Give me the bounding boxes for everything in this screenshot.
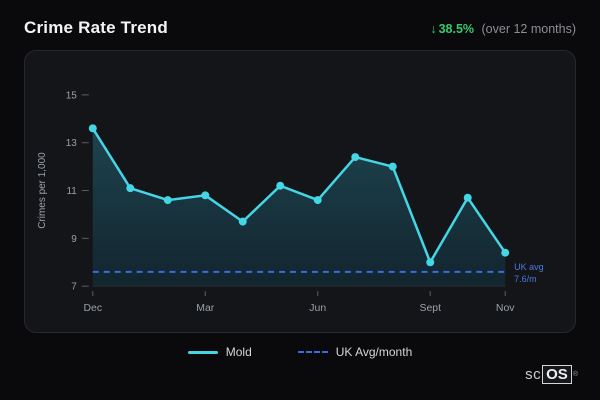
y-tick-label: 7 [71,282,77,293]
logo-os-box: OS [542,365,572,384]
page-title: Crime Rate Trend [24,18,168,37]
data-point[interactable] [163,196,172,205]
data-point[interactable] [426,258,435,267]
uk-avg-annotation-line2: 7.6/m [514,274,536,284]
trend-down-arrow: ↓ [430,22,437,36]
legend-label-uk-avg: UK Avg/month [335,345,413,360]
x-tick-label: Jun [309,303,326,314]
data-point[interactable] [351,153,360,162]
y-tick-label: 13 [66,138,78,149]
area-fill [92,128,506,287]
mold-series-line [91,127,507,264]
y-tick-label: 11 [66,186,77,197]
y-tick-label: 9 [71,234,77,245]
y-axis-label: Crimes per 1,000 [37,152,48,229]
legend-item-uk-avg[interactable]: UK Avg/month [297,345,413,360]
x-tick-label: Sept [419,303,441,314]
data-point[interactable] [463,193,472,202]
crime-trend-chart: 7 9 11 13 15 Dec Mar Jun Sept Nov Crimes per 1,000… [37,90,544,314]
data-point[interactable] [201,191,210,200]
panel-header: Crime Rate Trend ↓ 38.5% (over 12 months) [24,18,576,38]
trend-stat: ↓ 38.5% (over 12 months) [430,22,576,36]
logo-prefix: sc [525,366,542,383]
chart-card: 7 9 11 13 15 Dec Mar Jun Sept Nov Crimes per 1,000… [24,50,576,334]
legend-label-mold: Mold [225,345,252,360]
data-point[interactable] [313,196,322,205]
data-point[interactable] [126,184,135,193]
data-point[interactable] [238,217,247,226]
trend-value: 38.5% [438,22,475,36]
x-tick-label: Nov [496,303,515,314]
scos-logo: sc OS ® [525,365,578,384]
uk-avg-annotation-line1: UK avg [514,262,543,272]
registered-mark: ® [572,371,578,378]
legend-item-mold[interactable]: Mold [187,345,252,360]
data-point[interactable] [388,162,397,171]
chart-legend: Mold UK Avg/month [24,345,576,359]
x-tick-label: Dec [83,303,102,314]
uk-avg-dashed-swatch [297,351,328,354]
data-point[interactable] [88,124,97,133]
y-tick-label: 15 [66,90,78,101]
data-point[interactable] [276,181,285,190]
x-tick-label: Mar [196,303,215,314]
data-point[interactable] [501,248,510,257]
trend-caption: (over 12 months) [481,22,576,36]
mold-line-swatch [187,350,218,354]
